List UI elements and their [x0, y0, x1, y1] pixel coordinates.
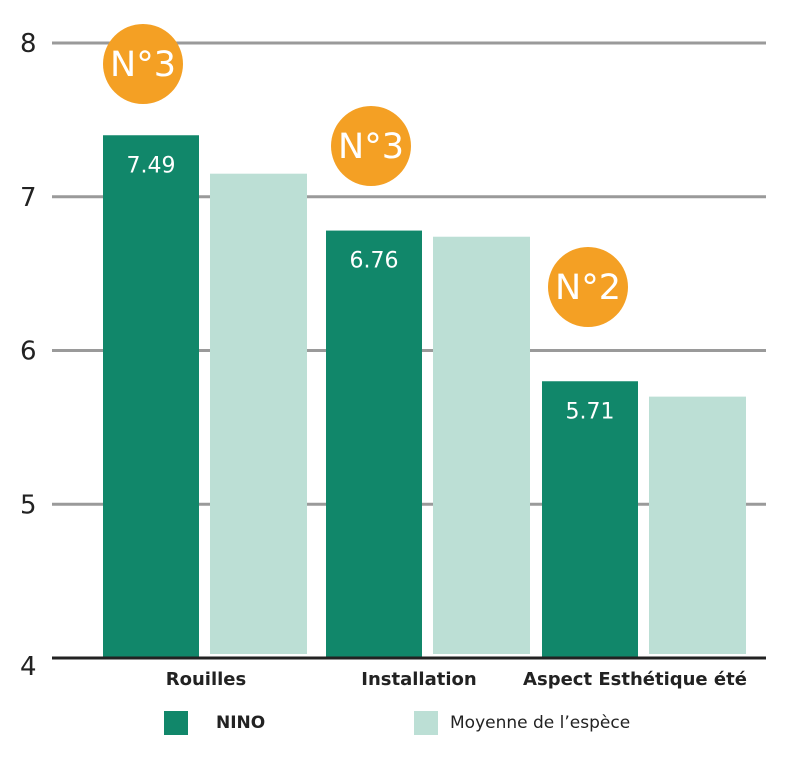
rank-badge: N°2 [548, 247, 628, 327]
bar-series-a-0 [103, 135, 199, 658]
bar-series-a-1 [326, 230, 422, 658]
legend-label-series-b: Moyenne de l’espèce [450, 713, 631, 733]
rank-badge: N°3 [331, 106, 411, 186]
bar-series-a-2 [542, 381, 638, 658]
y-tick-label: 4 [20, 652, 37, 682]
rank-badge-label: N°2 [555, 268, 621, 308]
x-axis-category-label: Installation [361, 669, 476, 690]
bar-series-b-1 [433, 236, 530, 654]
legend-item-series-b: Moyenne de l’espèce [414, 710, 630, 736]
legend-swatch-series-a [164, 711, 188, 735]
bar-series-b-2 [649, 396, 746, 654]
legend-item-series-a: NINO [164, 710, 265, 736]
y-tick-label: 7 [20, 183, 37, 213]
bars [103, 135, 746, 658]
x-axis-category-label: Rouilles [166, 669, 246, 690]
rank-badge-circle [103, 24, 183, 104]
rank-badge-label: N°3 [110, 45, 176, 85]
legend-swatch-series-b [414, 711, 438, 735]
rank-badges: N°3 N°3 N°2 [103, 24, 628, 327]
bar-value-label: 7.49 [127, 153, 176, 178]
bar-value-label: 5.71 [566, 399, 615, 424]
y-axis-ticks: 4 5 6 7 8 [20, 29, 37, 682]
legend-label-series-a: NINO [216, 713, 266, 733]
y-tick-label: 6 [20, 337, 37, 367]
x-axis-labels: Rouilles Installation Aspect Esthétique ét… [166, 669, 747, 690]
rank-badge-circle [548, 247, 628, 327]
y-tick-label: 8 [20, 29, 37, 59]
bar-series-b-0 [210, 173, 307, 654]
bar-value-label: 6.76 [350, 249, 399, 274]
x-axis-category-label: Aspect Esthétique été [523, 669, 747, 690]
y-tick-label: 5 [20, 490, 37, 520]
rank-badge-circle [331, 106, 411, 186]
value-labels: 7.49 6.76 5.71 [127, 153, 615, 424]
rank-badge: N°3 [103, 24, 183, 104]
rank-badge-label: N°3 [338, 127, 404, 167]
